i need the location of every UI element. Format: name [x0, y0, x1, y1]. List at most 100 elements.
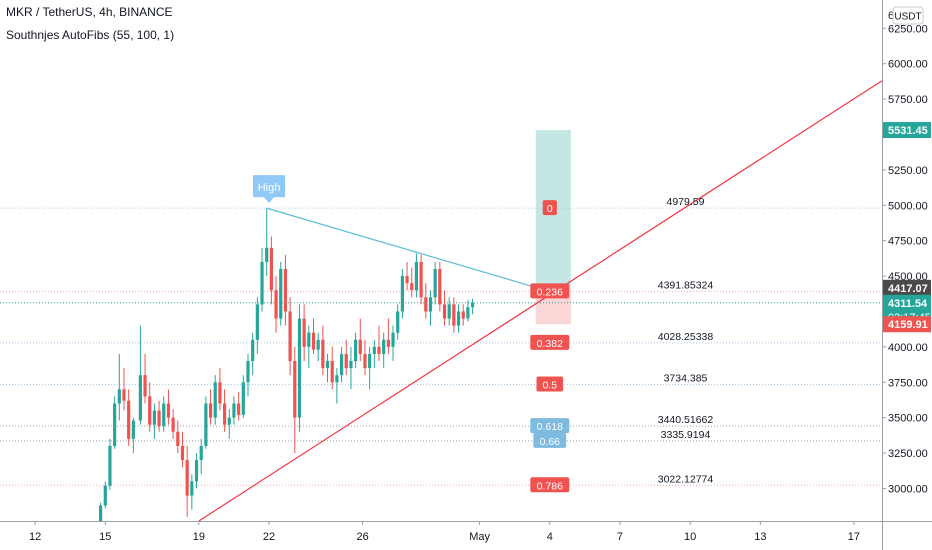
candle-body: [405, 276, 409, 284]
candle-body: [176, 431, 180, 446]
candle-body: [103, 485, 107, 506]
currency-badge: [892, 6, 924, 25]
price-tag-label: 4159.91: [888, 319, 928, 331]
candle-body: [162, 403, 166, 427]
price-tick-label: 3500.00: [888, 413, 928, 425]
fib-ratio-badge: [530, 334, 570, 350]
fib-ratio-label: 0.618: [537, 421, 563, 433]
fib-price-label: 3440.51662: [658, 414, 714, 426]
candle-body: [194, 460, 199, 482]
candle-body: [222, 403, 227, 425]
candle-body: [232, 403, 236, 418]
price-tick-label: 5250.00: [888, 165, 928, 177]
price-tag: [883, 122, 931, 139]
candle-body: [204, 403, 208, 446]
candle-body: [442, 304, 447, 319]
price-tick-label: 3000.00: [888, 483, 928, 495]
symbol-title: MKR / TetherUS, 4h, BINANCE: [6, 5, 173, 19]
candle-body: [470, 302, 475, 308]
candle-body: [113, 403, 117, 446]
candle-body: [260, 261, 264, 305]
candle-body: [307, 332, 311, 347]
candle-body: [363, 353, 367, 369]
time-tick-label: 10: [684, 531, 696, 543]
candle-body: [117, 389, 121, 404]
time-tick-label: 4: [547, 531, 553, 543]
time-tick-label: 12: [29, 531, 41, 543]
fib-price-label: 3734.385: [664, 372, 708, 384]
candle-body: [269, 247, 273, 291]
fib-price-label: 4391.85324: [658, 279, 714, 291]
currency-badge-label: USDT: [894, 12, 921, 23]
candle-body: [143, 375, 147, 397]
candle-body: [372, 346, 376, 354]
candle-body: [131, 420, 135, 439]
candle-body: [199, 445, 203, 461]
candle-body: [185, 460, 189, 496]
candle-body: [190, 481, 194, 496]
candle-body: [288, 311, 292, 362]
candle-body: [419, 261, 423, 298]
time-tick-label: 17: [848, 531, 860, 543]
price-tick-label: 6: [888, 10, 894, 22]
candle-body: [344, 353, 348, 369]
price-tick-label: 3750.00: [888, 377, 928, 389]
candle-body: [171, 417, 175, 432]
price-tick-label: 4000.00: [888, 342, 928, 354]
candle-body: [358, 339, 362, 354]
fib-ratio-badge: [530, 418, 570, 434]
descending-trendline: [266, 207, 536, 288]
candle-body: [208, 403, 213, 418]
high-marker: [253, 175, 286, 204]
candle-body: [152, 410, 157, 425]
candle-body: [461, 311, 465, 319]
fib-ratio-badge: [542, 200, 557, 216]
ascending-support-line: [198, 80, 883, 522]
candle-body: [108, 445, 112, 486]
candle-body: [279, 268, 283, 319]
candle-body: [98, 505, 103, 521]
candle-body: [382, 339, 386, 354]
candle-body: [396, 311, 400, 333]
candle-body: [157, 410, 161, 427]
candle-body: [265, 247, 269, 262]
price-tick-label: 5750.00: [888, 94, 928, 106]
candle-body: [325, 361, 330, 369]
candle-body: [466, 307, 470, 319]
time-tick-label: 7: [617, 531, 623, 543]
price-tag: [883, 279, 931, 296]
fib-ratio-label: 0: [547, 203, 553, 215]
candle-body: [339, 353, 344, 376]
fib-price-label: 4979.59: [666, 196, 704, 208]
candle-body: [311, 332, 316, 350]
candle-body: [438, 268, 442, 305]
candle-body: [180, 445, 185, 461]
fib-ratio-badge: [533, 432, 567, 448]
fib-ratio-badge: [530, 477, 570, 493]
candle-body: [386, 339, 390, 347]
candle-body: [391, 332, 395, 347]
candle-body: [377, 346, 381, 354]
candle-body: [166, 403, 171, 418]
candle-body: [414, 261, 419, 291]
fib-ratio-label: 0.236: [537, 286, 563, 298]
candle-body: [321, 339, 325, 369]
price-tag-label: 5531.45: [888, 125, 928, 137]
candle-body: [283, 268, 288, 312]
candle-body: [255, 304, 259, 340]
candle-body: [227, 417, 231, 425]
candle-body: [241, 382, 245, 415]
price-tick-label: 5000.00: [888, 200, 928, 212]
candle-body: [354, 339, 358, 362]
indicator-title: Southnjes AutoFibs (55, 100, 1): [6, 28, 175, 42]
fib-ratio-badge: [530, 283, 570, 299]
candle-body: [122, 389, 126, 401]
candle-body: [428, 297, 433, 312]
candle-body: [316, 339, 320, 350]
candle-body: [368, 353, 372, 369]
price-tick-label: 3250.00: [888, 448, 928, 460]
fib-ratio-label: 0.5: [542, 379, 557, 391]
fib-price-label: 3335.9194: [661, 429, 711, 441]
fib-price-label: 3022.12774: [658, 473, 714, 485]
